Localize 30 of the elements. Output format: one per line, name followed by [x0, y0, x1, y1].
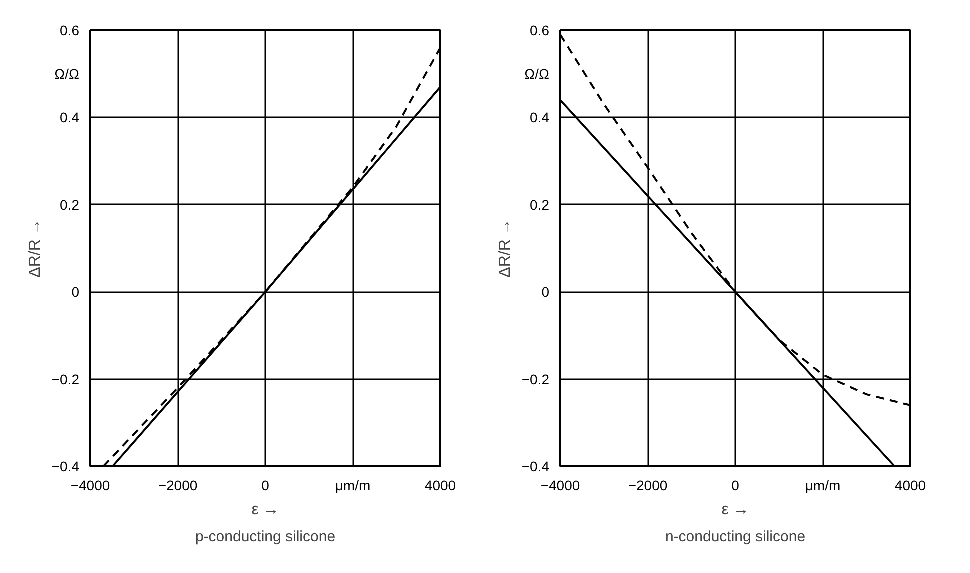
- x-tick-label: −4000: [540, 478, 580, 494]
- x-axis-title: ε →: [722, 502, 750, 518]
- x-tick-label: −4000: [70, 478, 110, 494]
- x-tick-label: 0: [262, 478, 270, 494]
- y-tick-label: 0.6: [530, 22, 550, 38]
- text: p-conducting silicone: [195, 528, 336, 546]
- y-tick-label: 0: [72, 284, 80, 300]
- y-tick-label: 0.4: [60, 110, 80, 126]
- y-tick-label: 0.2: [530, 196, 550, 213]
- x-axis-title: ε →: [252, 502, 280, 518]
- y-tick-label: 0: [542, 284, 550, 300]
- y-tick-label: 0.4: [530, 110, 550, 126]
- x-tick-label: μm/m: [805, 478, 841, 494]
- y-tick-label: −0.2: [522, 371, 550, 388]
- x-tick-label: −2000: [158, 478, 198, 494]
- x-tick-label: −2000: [628, 478, 668, 494]
- x-tick-label: 4000: [894, 478, 926, 494]
- y-tick-label: 0.2: [60, 196, 80, 213]
- y-tick-label: −0.4: [52, 458, 80, 474]
- y-tick-label: −0.2: [52, 371, 80, 388]
- x-tick-label: μm/m: [335, 478, 371, 494]
- x-tick-label: 4000: [424, 478, 456, 494]
- text: Ω/Ω: [54, 66, 80, 82]
- text: n-conducting silicone: [665, 528, 806, 546]
- x-tick-label: 0: [732, 478, 740, 494]
- text: Ω/Ω: [524, 66, 550, 82]
- y-tick-label: −0.4: [522, 458, 550, 474]
- y-axis-title: ΔR/R →: [496, 219, 514, 278]
- y-tick-label: 0.6: [60, 22, 80, 38]
- y-axis-title: ΔR/R →: [26, 219, 44, 278]
